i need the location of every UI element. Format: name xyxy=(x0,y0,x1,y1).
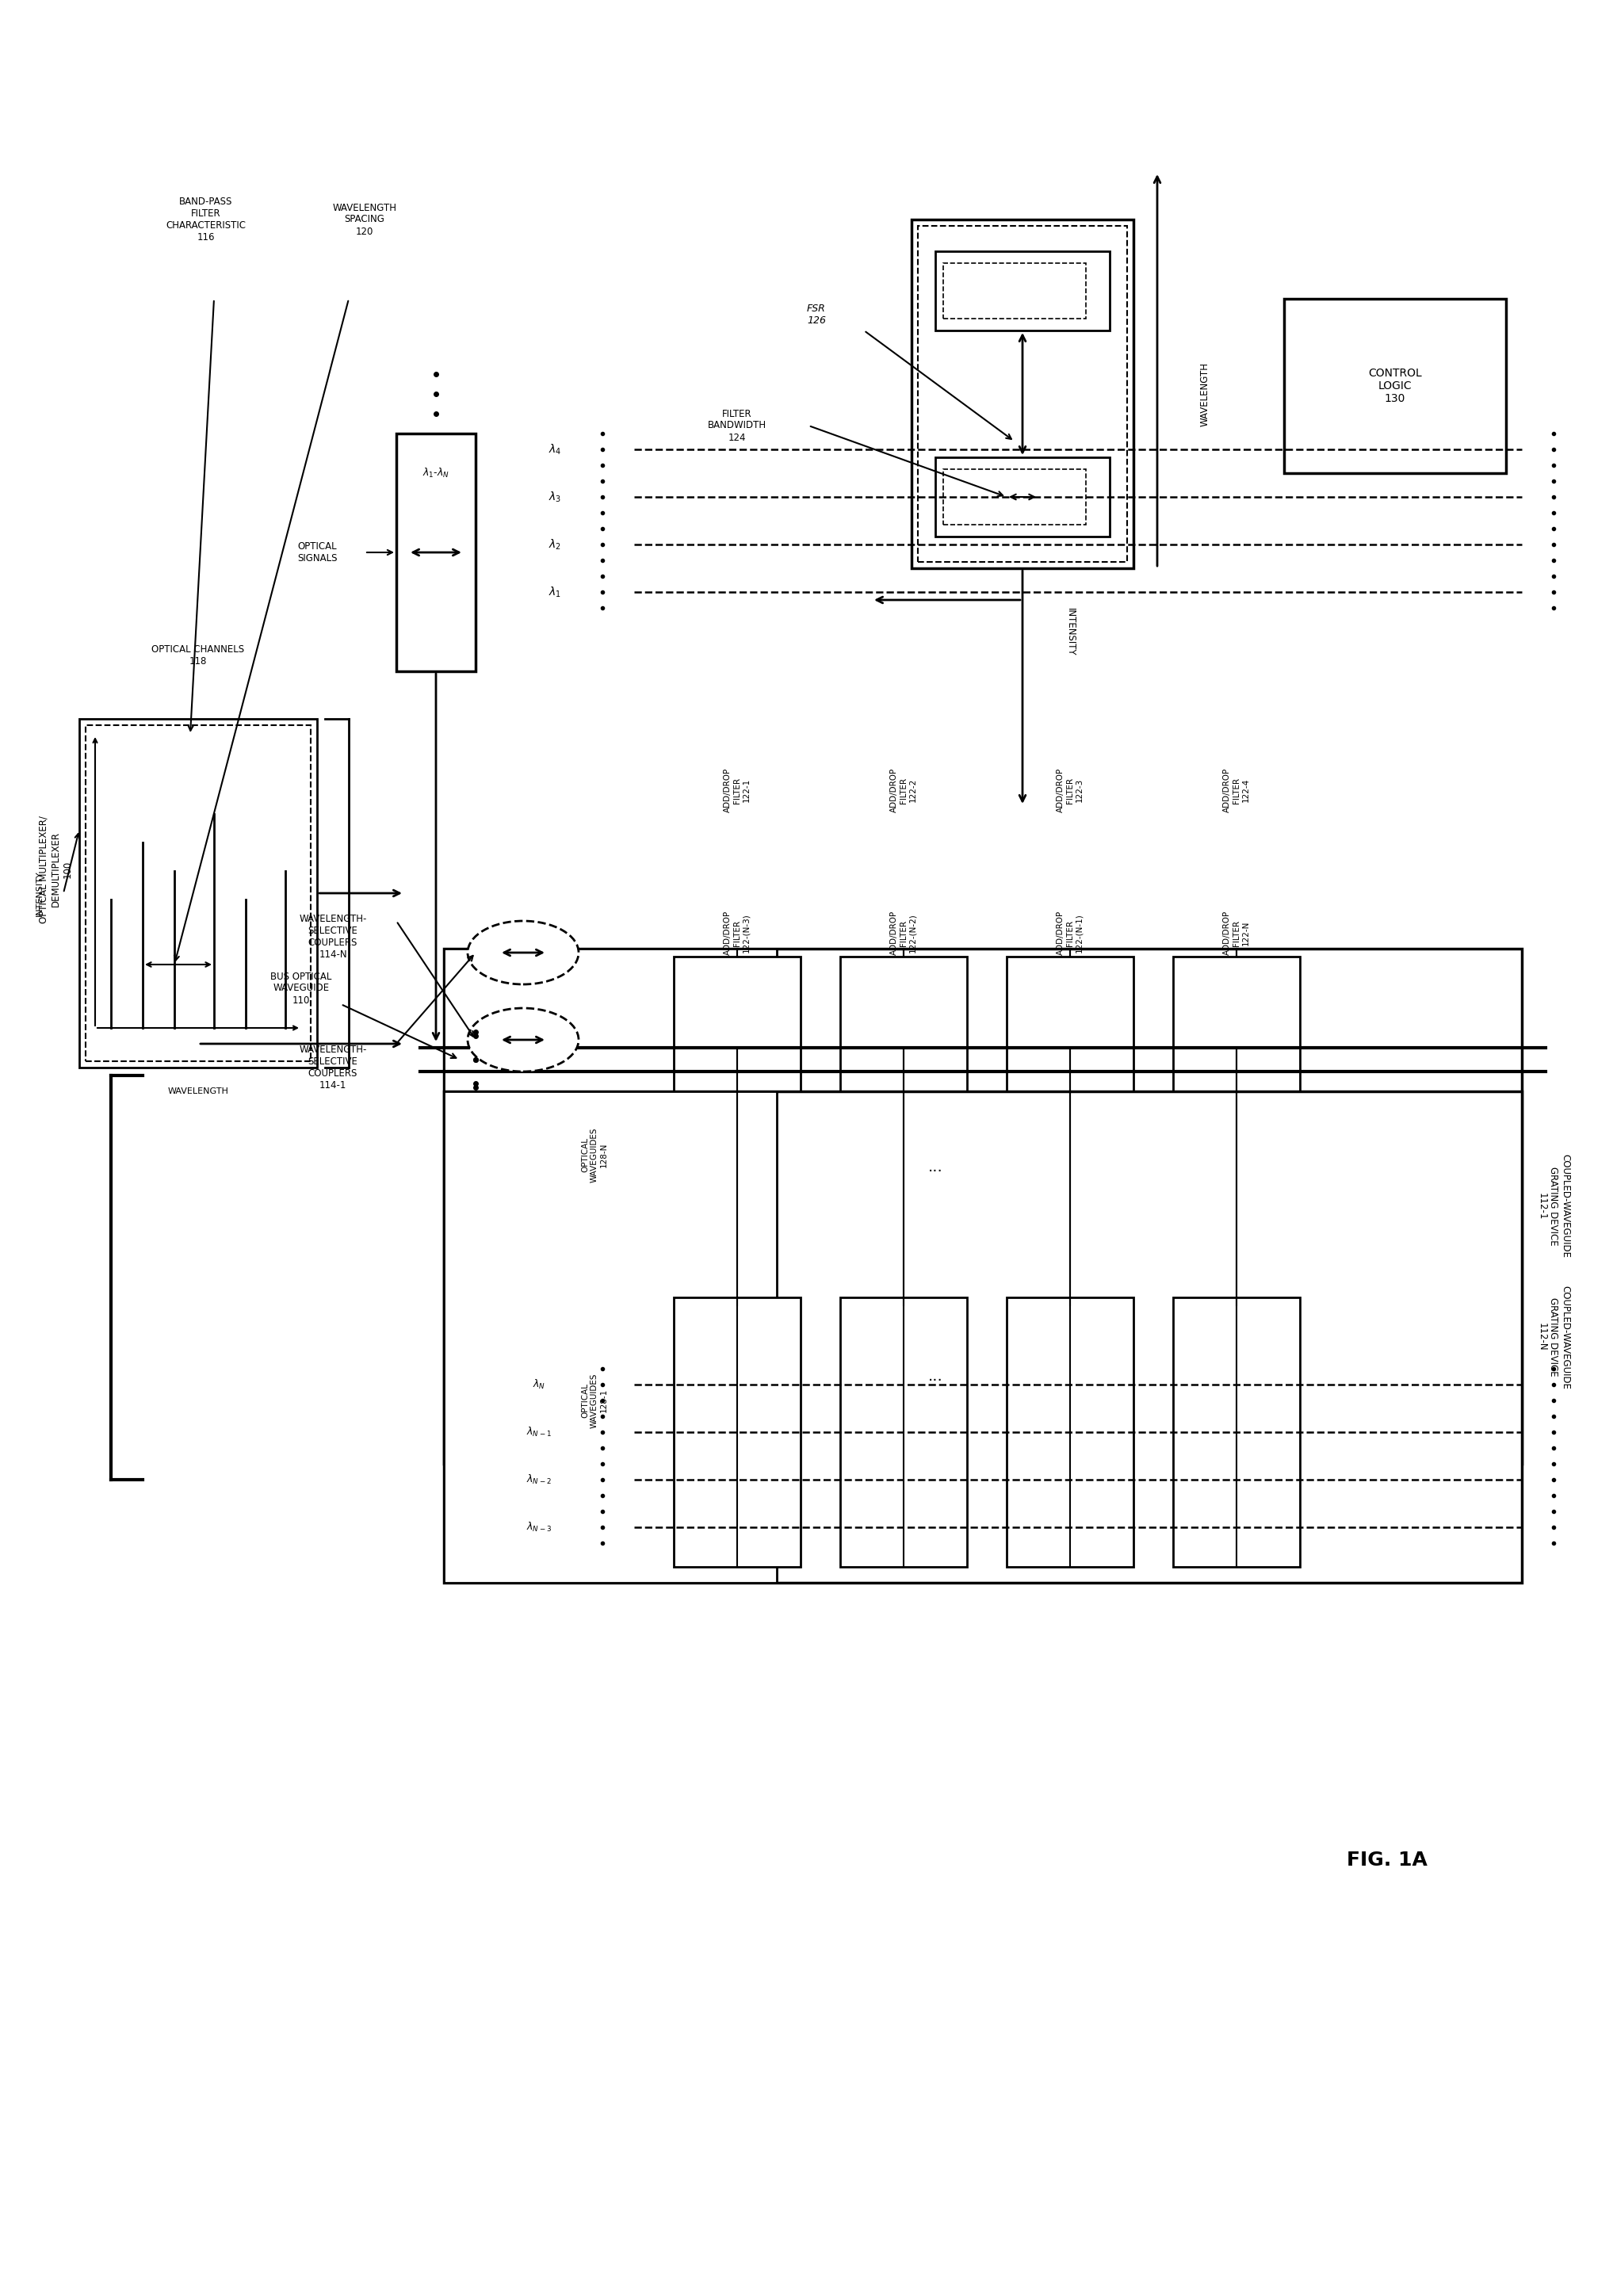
Text: ADD/DROP
FILTER
122-(N-1): ADD/DROP FILTER 122-(N-1) xyxy=(1057,912,1084,955)
Bar xyxy=(1173,1297,1300,1566)
Ellipse shape xyxy=(468,1008,579,1072)
Bar xyxy=(936,250,1110,331)
Text: ADD/DROP
FILTER
122-4: ADD/DROP FILTER 122-4 xyxy=(1223,767,1250,813)
Text: $\lambda_{N-2}$: $\lambda_{N-2}$ xyxy=(526,1474,552,1486)
Text: COUPLED-WAVEGUIDE
GRATING DEVICE
112-N: COUPLED-WAVEGUIDE GRATING DEVICE 112-N xyxy=(1537,1286,1571,1389)
Text: BUS OPTICAL
WAVEGUIDE
110: BUS OPTICAL WAVEGUIDE 110 xyxy=(271,971,332,1006)
Bar xyxy=(944,468,1086,526)
Text: ...: ... xyxy=(927,1159,942,1173)
Bar xyxy=(944,264,1086,319)
Bar xyxy=(444,1091,1521,1582)
Text: $\lambda_4$: $\lambda_4$ xyxy=(548,443,561,457)
Text: ADD/DROP
FILTER
122-(N-3): ADD/DROP FILTER 122-(N-3) xyxy=(724,912,750,955)
Text: ADD/DROP
FILTER
122-(N-2): ADD/DROP FILTER 122-(N-2) xyxy=(890,912,916,955)
Bar xyxy=(444,1091,777,1582)
Text: FIG. 1A: FIG. 1A xyxy=(1347,1851,1428,1869)
Bar xyxy=(1284,298,1507,473)
Bar xyxy=(1007,1297,1134,1566)
Bar xyxy=(911,220,1134,567)
Bar xyxy=(674,1297,800,1566)
Bar xyxy=(444,948,777,1465)
Text: WAVELENGTH: WAVELENGTH xyxy=(168,1088,229,1095)
Text: WAVELENGTH
SPACING
120: WAVELENGTH SPACING 120 xyxy=(332,202,397,236)
Text: CONTROL
LOGIC
130: CONTROL LOGIC 130 xyxy=(1368,367,1423,404)
Bar xyxy=(840,957,968,1258)
Text: WAVELENGTH-
SELECTIVE
COUPLERS
114-N: WAVELENGTH- SELECTIVE COUPLERS 114-N xyxy=(298,914,366,960)
Bar xyxy=(936,457,1110,537)
Bar xyxy=(79,719,318,1068)
Text: FILTER
BANDWIDTH
124: FILTER BANDWIDTH 124 xyxy=(708,409,766,443)
Text: ...: ... xyxy=(927,1368,942,1384)
Text: BAND-PASS
FILTER
CHARACTERISTIC
116: BAND-PASS FILTER CHARACTERISTIC 116 xyxy=(166,197,247,243)
Text: OPTICAL MULTIPLEXER/
DEMULTIPLEXER
100: OPTICAL MULTIPLEXER/ DEMULTIPLEXER 100 xyxy=(39,815,73,923)
Bar xyxy=(1173,957,1300,1258)
Bar xyxy=(674,957,800,1258)
Text: ADD/DROP
FILTER
122-2: ADD/DROP FILTER 122-2 xyxy=(890,767,916,813)
Ellipse shape xyxy=(468,921,579,985)
Text: OPTICAL
WAVEGUIDES
128-1: OPTICAL WAVEGUIDES 128-1 xyxy=(581,1373,608,1428)
Text: $\lambda_N$: $\lambda_N$ xyxy=(532,1378,545,1391)
Text: INTENSITY: INTENSITY xyxy=(35,870,44,916)
Text: $\lambda_1$: $\lambda_1$ xyxy=(548,585,561,599)
Text: OPTICAL
SIGNALS: OPTICAL SIGNALS xyxy=(297,542,337,563)
Text: FSR
126: FSR 126 xyxy=(806,303,826,326)
Text: $\lambda_2$: $\lambda_2$ xyxy=(548,537,561,551)
Bar xyxy=(1007,957,1134,1258)
Text: ADD/DROP
FILTER
122-1: ADD/DROP FILTER 122-1 xyxy=(724,767,750,813)
Text: $\lambda_{N-3}$: $\lambda_{N-3}$ xyxy=(526,1520,552,1534)
Text: WAVELENGTH-
SELECTIVE
COUPLERS
114-1: WAVELENGTH- SELECTIVE COUPLERS 114-1 xyxy=(298,1045,366,1091)
Text: OPTICAL CHANNELS
118: OPTICAL CHANNELS 118 xyxy=(152,645,245,666)
Bar xyxy=(840,1297,968,1566)
Text: COUPLED-WAVEGUIDE
GRATING DEVICE
112-1: COUPLED-WAVEGUIDE GRATING DEVICE 112-1 xyxy=(1537,1155,1571,1258)
Bar xyxy=(444,948,1521,1465)
Text: INTENSITY: INTENSITY xyxy=(1065,608,1076,657)
Text: $\lambda_3$: $\lambda_3$ xyxy=(548,489,561,503)
Text: $\lambda_1$-$\lambda_N$: $\lambda_1$-$\lambda_N$ xyxy=(423,466,450,480)
Bar xyxy=(85,726,311,1061)
Bar xyxy=(397,434,476,670)
Text: ADD/DROP
FILTER
122-3: ADD/DROP FILTER 122-3 xyxy=(1057,767,1084,813)
Bar xyxy=(918,225,1127,563)
Text: WAVELENGTH: WAVELENGTH xyxy=(1200,363,1210,427)
Text: ADD/DROP
FILTER
122-N: ADD/DROP FILTER 122-N xyxy=(1223,912,1250,955)
Text: $\lambda_{N-1}$: $\lambda_{N-1}$ xyxy=(526,1426,552,1440)
Text: OPTICAL
WAVEGUIDES
128-N: OPTICAL WAVEGUIDES 128-N xyxy=(581,1127,608,1182)
